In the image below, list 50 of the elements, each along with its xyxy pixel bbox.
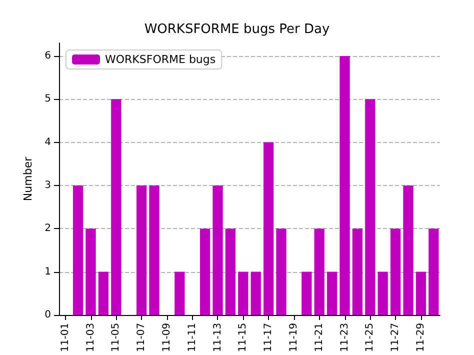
bar [72,185,84,315]
bar [200,228,210,315]
y-tick-label: 0 [44,309,51,320]
x-tick-label: 11-21 [314,322,325,352]
bar [276,228,286,315]
x-tick-label: 11-27 [390,322,402,352]
x-tick-label: 11-15 [238,322,249,352]
bar [149,185,160,315]
bar [98,272,109,315]
x-tick-label: 11-09 [161,322,172,352]
bar [263,142,274,315]
bar [225,228,236,315]
bar [174,272,185,315]
legend-label: WORKSFORME bugs [105,53,216,66]
x-tick-label: 11-13 [212,322,224,352]
bar [212,185,223,315]
x-tick-label: 11-23 [339,322,350,352]
y-tick-label: 2 [44,223,51,234]
x-tick-label: 11-05 [110,322,122,352]
bar [86,228,96,315]
bar [340,56,350,315]
bar [352,228,363,315]
bar [314,228,324,315]
x-tick-label: 11-03 [85,322,96,352]
x-tick-label: 11-19 [288,322,300,352]
bar [403,185,414,315]
x-tick-label: 11-25 [364,322,376,352]
x-tick-label: 11-07 [136,322,148,352]
x-tick-label: 11-29 [415,322,426,352]
y-tick-label: 6 [44,50,51,62]
chart-title: WORKSFORME bugs Per Day [144,22,330,37]
x-tick-label: 11-01 [60,322,71,352]
bar [428,228,439,315]
bar [365,99,376,315]
y-tick-label: 4 [44,136,51,148]
bar [416,272,426,315]
bar [250,272,261,315]
bar [302,272,312,315]
bar [326,272,338,315]
y-tick-label: 5 [44,94,51,105]
y-tick-label: 3 [44,180,51,191]
y-tick-label: 1 [44,266,51,278]
bar [378,272,388,315]
x-tick-label: 11-11 [186,322,198,352]
bar [111,99,122,315]
y-axis-title: Number [22,156,35,202]
bar [390,228,401,315]
x-tick-label: 11-17 [263,322,274,352]
bar [238,272,248,315]
bar [136,185,147,315]
